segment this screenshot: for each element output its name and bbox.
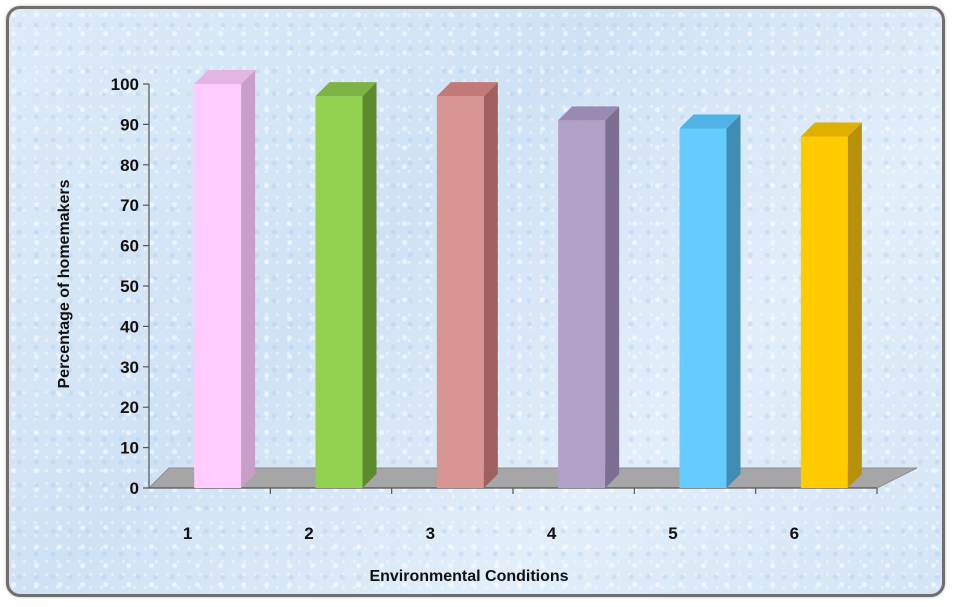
bar-front — [800, 136, 848, 488]
y-tick-label: 50 — [120, 277, 139, 296]
bar-side — [483, 82, 498, 489]
bar-6 — [800, 122, 862, 489]
bar-2 — [315, 82, 377, 489]
x-tick-label: 6 — [790, 524, 799, 543]
bar-side — [847, 122, 862, 489]
x-tick-label: 5 — [668, 524, 677, 543]
bar-side — [362, 82, 377, 489]
bar-1 — [194, 70, 256, 488]
y-axis-title: Percentage of homemakers — [56, 179, 73, 388]
bar-top — [558, 106, 620, 121]
bar-3 — [436, 82, 498, 489]
bar-side — [241, 70, 256, 488]
bar-top — [679, 114, 741, 129]
chart-frame: 0 10 20 30 40 50 60 70 80 90 100 1 2 3 4 5 6 Percentage … — [6, 6, 945, 597]
bar-top — [436, 82, 498, 97]
bar-front — [558, 120, 606, 489]
y-tick-label: 30 — [120, 358, 139, 377]
bar-top — [194, 70, 256, 84]
bar-front — [436, 96, 484, 489]
x-axis-title: Environmental Conditions — [369, 568, 568, 585]
y-tick-label: 20 — [120, 398, 139, 417]
x-tick-label: 4 — [547, 524, 557, 543]
x-tick-label: 2 — [304, 524, 313, 543]
bar-front — [194, 84, 242, 488]
y-tick-label: 10 — [120, 439, 139, 458]
bar-chart: 0 10 20 30 40 50 60 70 80 90 100 1 2 3 4 5 6 Percentage … — [56, 70, 918, 585]
y-tick-label: 100 — [111, 75, 139, 94]
y-tick-label: 40 — [120, 317, 139, 336]
x-tick-label: 1 — [183, 524, 192, 543]
y-tick-label: 70 — [120, 196, 139, 215]
y-tick-label: 0 — [130, 479, 139, 498]
bar-4 — [558, 106, 620, 489]
bar-5 — [679, 114, 741, 488]
bar-side — [605, 106, 620, 489]
bar-side — [726, 114, 741, 488]
bar-front — [315, 96, 363, 489]
y-tick-label: 60 — [120, 237, 139, 256]
bar-top — [800, 122, 862, 137]
bar-top — [315, 82, 377, 97]
y-tick-label: 80 — [120, 156, 139, 175]
y-tick-label: 90 — [120, 115, 139, 134]
x-tick-label: 3 — [426, 524, 435, 543]
bar-front — [679, 128, 727, 488]
